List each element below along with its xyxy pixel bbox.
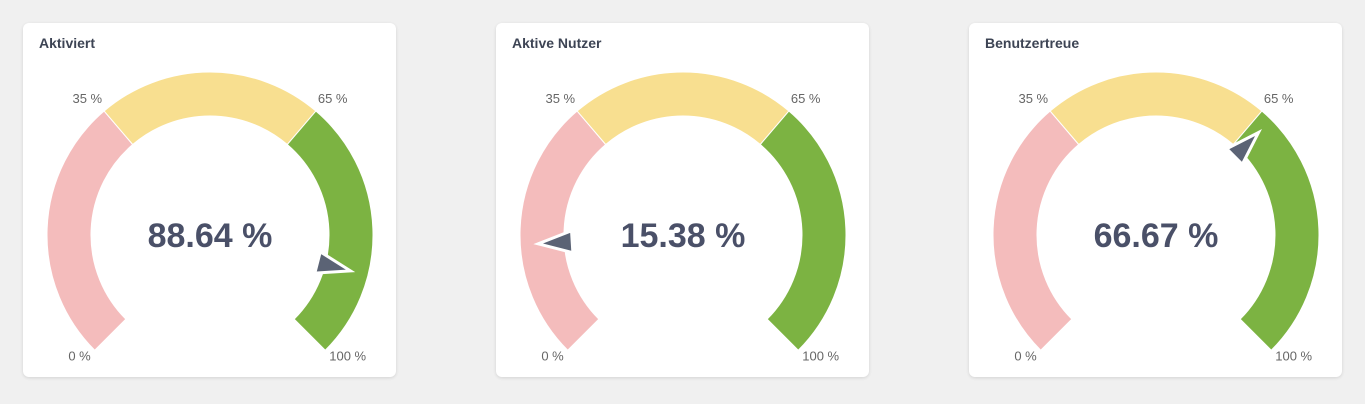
tick-label-min: 0 % <box>541 348 564 363</box>
card-title: Aktiviert <box>39 35 96 51</box>
gauge-needle <box>533 228 575 255</box>
gauge-value: 15.38 % <box>621 217 746 255</box>
gauge-segment-high <box>759 110 847 351</box>
gauge-needle <box>1224 129 1262 167</box>
gauge-chart: 0 % 35 % 65 % 100 % 15.38 % <box>519 71 847 363</box>
gauge-segment-mid <box>576 71 790 146</box>
gauge-card-benutzertreue: Benutzertreue 0 % 35 % 65 % 100 % 66.67 % <box>969 23 1342 377</box>
tick-label-low: 35 % <box>1018 91 1048 106</box>
gauge-chart: 0 % 35 % 65 % 100 % 88.64 % <box>46 71 374 363</box>
tick-label-high: 65 % <box>791 91 821 106</box>
tick-label-low: 35 % <box>72 91 102 106</box>
gauge-segment-mid <box>103 71 317 146</box>
tick-label-min: 0 % <box>1014 348 1037 363</box>
gauge-card-aktive-nutzer: Aktive Nutzer 0 % 35 % 65 % 100 % 15.38 % <box>496 23 869 377</box>
gauge-segment-low <box>519 110 607 351</box>
gauge-segment-low <box>46 110 134 351</box>
tick-label-high: 65 % <box>318 91 348 106</box>
gauge-segment-high <box>286 110 374 351</box>
gauge-card-aktiviert: Aktiviert 0 % 35 % 65 % 100 % 88.64 % <box>23 23 396 377</box>
gauge-chart: 0 % 35 % 65 % 100 % 66.67 % <box>992 71 1320 363</box>
card-title: Aktive Nutzer <box>512 35 602 51</box>
gauge-value: 66.67 % <box>1094 217 1219 255</box>
gauge-needle <box>312 249 356 275</box>
tick-label-max: 100 % <box>802 348 839 363</box>
tick-label-low: 35 % <box>545 91 575 106</box>
gauge-segment-low <box>992 110 1080 351</box>
tick-label-high: 65 % <box>1264 91 1294 106</box>
card-title: Benutzertreue <box>985 35 1080 51</box>
tick-label-max: 100 % <box>329 348 366 363</box>
tick-label-min: 0 % <box>68 348 91 363</box>
tick-label-max: 100 % <box>1275 348 1312 363</box>
gauge-segment-mid <box>1049 71 1263 146</box>
gauge-segment-high <box>1232 110 1320 351</box>
gauge-value: 88.64 % <box>148 217 273 255</box>
